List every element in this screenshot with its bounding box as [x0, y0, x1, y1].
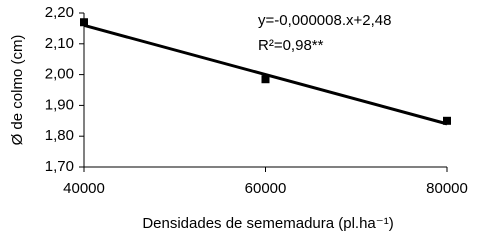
- y-tick-label: 1,90: [45, 96, 74, 113]
- x-tick-label: 40000: [63, 180, 105, 197]
- x-tick-label: 60000: [245, 180, 287, 197]
- point: [443, 116, 451, 125]
- point: [80, 18, 88, 27]
- annotation: y=-0,000008.x+2,48: [258, 12, 391, 29]
- y-axis-label: Ø de colmo (cm): [9, 35, 26, 146]
- y-tick-label: 2,00: [45, 66, 74, 83]
- y-tick-label: 2,10: [45, 35, 74, 52]
- y-tick-label: 1,80: [45, 127, 74, 144]
- y-tick-label: 2,20: [45, 4, 74, 21]
- y-tick-label: 1,70: [45, 158, 74, 175]
- point: [261, 75, 270, 84]
- trend-line: [83, 23, 448, 126]
- x-tick-label: 80000: [426, 180, 468, 197]
- x-axis-label: Densidades de sememadura (pl.ha⁻¹): [142, 215, 393, 232]
- annotation: R²=0,98**: [258, 37, 324, 54]
